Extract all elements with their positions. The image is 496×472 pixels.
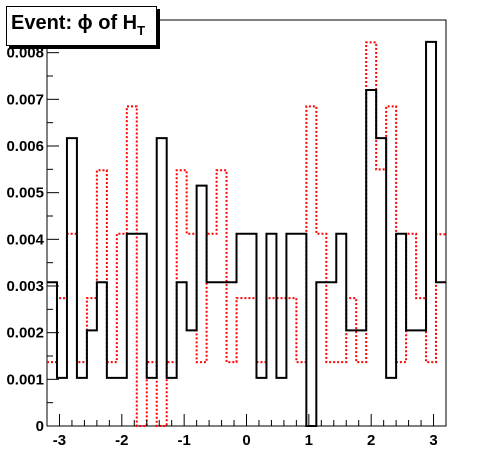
y-tick-label: 0 [36, 418, 44, 435]
x-tick-label: -3 [53, 432, 66, 449]
x-axis: -3 -2 -1 0 1 2 3 [46, 414, 447, 449]
x-tick-label: -1 [177, 432, 190, 449]
y-tick-label: 0.001 [6, 371, 44, 388]
chart-title-main: Event: ϕ of H [11, 12, 138, 34]
y-tick-label: 0.008 [6, 45, 44, 62]
y-tick-label: 0.005 [6, 185, 44, 202]
y-tick-label: 0.007 [6, 91, 44, 108]
y-axis: 0 0.001 0.002 0.003 0.004 0.005 0.006 0.007 0.00… [6, 28, 59, 435]
y-tick-label: 0.006 [6, 138, 44, 155]
y-tick-label: 0.002 [6, 325, 44, 342]
x-tick-label: 0 [242, 432, 250, 449]
chart-title-box: Event: ϕ of HT [6, 6, 157, 46]
x-tick-label: 1 [305, 432, 313, 449]
series-black-solid-histogram [47, 40, 446, 427]
series-red-dotted-histogram [47, 41, 446, 427]
y-tick-label: 0.004 [6, 231, 44, 248]
chart-title: Event: ϕ of HT [11, 12, 145, 38]
x-tick-label: 3 [429, 432, 437, 449]
x-tick-label: -2 [115, 432, 128, 449]
y-tick-label: 0.003 [6, 278, 44, 295]
x-tick-label: 2 [367, 432, 375, 449]
chart-title-subscript: T [137, 23, 146, 38]
